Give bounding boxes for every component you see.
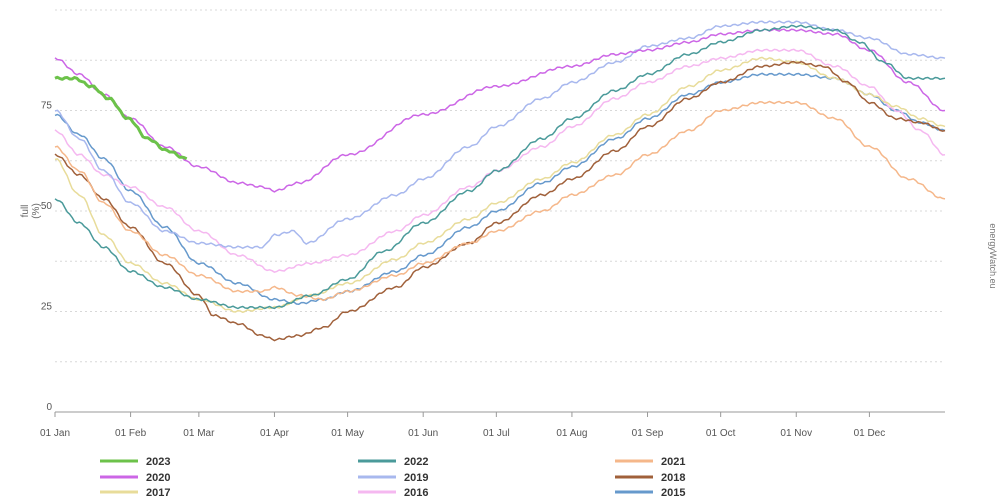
legend-label: 2019 [404, 472, 428, 484]
series-line-2023 [54, 75, 188, 161]
legend-label: 2018 [661, 472, 685, 484]
legend-item-2019[interactable]: 2019 [358, 472, 428, 484]
legend-label: 2016 [404, 487, 428, 499]
legend-item-2020[interactable]: 2020 [100, 472, 170, 484]
x-tick-label: 01 Jan [40, 428, 70, 439]
x-tick-label: 01 Sep [632, 428, 664, 439]
legend-label: 2023 [146, 456, 170, 468]
series-line-2021 [54, 100, 946, 302]
series-line-2018 [54, 60, 946, 342]
y-tick-labels: 0 25 50 75 [41, 101, 53, 414]
x-tick-label: 01 May [331, 428, 364, 439]
series-line-2019 [54, 20, 946, 249]
x-tick-label: 01 Jul [483, 428, 510, 439]
y-tick-label: 75 [41, 101, 53, 112]
x-tick-label: 01 Mar [183, 428, 215, 439]
x-tick-label: 01 Oct [706, 428, 736, 439]
grid-lines [55, 9, 945, 413]
legend-label: 2017 [146, 487, 170, 499]
credit-text: energyWatch.eu [988, 223, 998, 288]
y-axis-label: full(%) [20, 203, 42, 219]
series-line-2015 [54, 72, 946, 305]
legend-label: 2020 [146, 472, 170, 484]
x-tick-labels: 01 Jan 01 Feb 01 Mar 01 Apr 01 May 01 Jun 01 J… [40, 412, 885, 439]
legend-item-2018[interactable]: 2018 [615, 472, 685, 484]
x-tick-label: 01 Aug [556, 428, 587, 439]
series-lines [54, 20, 946, 342]
legend-item-2023[interactable]: 2023 [100, 456, 170, 468]
legend-label: 2022 [404, 456, 428, 468]
legend-label: 2015 [661, 487, 685, 499]
series-line-2022 [54, 24, 946, 310]
y-tick-label: 25 [41, 302, 53, 313]
legend-item-2016[interactable]: 2016 [358, 487, 428, 499]
series-line-2020 [54, 28, 946, 193]
legend-item-2017[interactable]: 2017 [100, 487, 170, 499]
x-tick-label: 01 Apr [260, 428, 290, 439]
y-tick-label: 0 [46, 402, 52, 413]
y-tick-label: 50 [41, 201, 53, 212]
x-tick-label: 01 Feb [115, 428, 147, 439]
x-tick-label: 01 Jun [408, 428, 438, 439]
legend-label: 2021 [661, 456, 685, 468]
legend[interactable]: 2023 2022 2021 2020 2019 2018 2017 2016 2015 [100, 456, 685, 499]
legend-item-2021[interactable]: 2021 [615, 456, 685, 468]
legend-item-2015[interactable]: 2015 [615, 487, 685, 499]
x-tick-label: 01 Dec [854, 428, 886, 439]
legend-item-2022[interactable]: 2022 [358, 456, 428, 468]
series-line-2017 [54, 56, 946, 314]
x-tick-label: 01 Nov [780, 428, 812, 439]
